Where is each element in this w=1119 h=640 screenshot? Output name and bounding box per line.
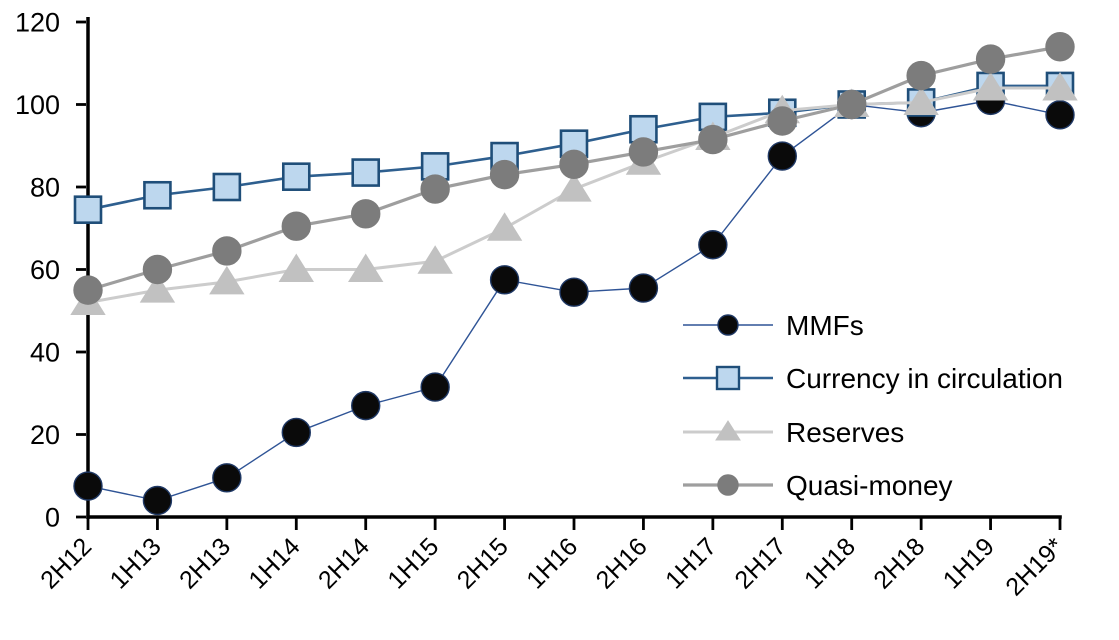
x-tick-label: 2H14 — [313, 532, 375, 594]
marker-mmfs — [281, 417, 311, 448]
legend-marker-mmfs — [717, 314, 739, 336]
y-tick-label: 60 — [30, 255, 60, 285]
marker-reserves — [486, 212, 523, 241]
marker-quasi-money — [420, 174, 450, 204]
x-tick-label: 1H15 — [382, 532, 444, 594]
legend-item-reserves: Reserves — [683, 417, 904, 448]
marker-mmfs — [212, 463, 242, 493]
legend-label-quasi-money: Quasi-money — [786, 470, 953, 501]
legend-label-currency-in-circulation: Currency in circulation — [786, 363, 1063, 394]
marker-quasi-money — [489, 159, 520, 190]
marker-mmfs — [628, 273, 659, 303]
legend-item-currency-in-circulation: Currency in circulation — [683, 363, 1063, 394]
x-tick-label: 2H12 — [35, 532, 97, 594]
x-tick-label: 2H17 — [729, 532, 791, 594]
marker-reserves — [139, 274, 176, 303]
marker-quasi-money — [628, 137, 659, 167]
marker-reserves — [972, 72, 1009, 101]
x-tick-label: 1H14 — [243, 532, 305, 594]
marker-reserves — [417, 245, 453, 274]
marker-currency-in-circulation — [281, 162, 311, 191]
marker-quasi-money — [698, 124, 728, 155]
legend-label-mmfs: MMFs — [786, 310, 864, 341]
y-tick-label: 40 — [30, 338, 60, 368]
marker-reserves — [278, 253, 314, 282]
x-tick-label: 1H19 — [938, 532, 1000, 594]
marker-quasi-money — [837, 89, 867, 120]
marker-quasi-money — [906, 60, 936, 91]
marker-quasi-money — [559, 149, 589, 180]
marker-mmfs — [559, 277, 589, 307]
marker-currency-in-circulation — [73, 195, 103, 224]
legend-marker-quasi-money — [717, 474, 739, 496]
marker-mmfs — [767, 141, 797, 171]
marker-reserves — [556, 173, 592, 202]
legend-label-reserves: Reserves — [786, 417, 904, 448]
marker-reserves — [209, 265, 245, 295]
x-tick-label: 1H13 — [105, 532, 167, 594]
y-tick-label: 120 — [15, 8, 60, 38]
legend-item-mmfs: MMFs — [683, 310, 864, 341]
marker-currency-in-circulation — [143, 180, 172, 210]
y-tick-label: 20 — [30, 420, 60, 450]
marker-quasi-money — [212, 236, 242, 266]
x-tick-label: 1H16 — [521, 532, 583, 594]
marker-reserves — [1042, 72, 1078, 101]
marker-mmfs — [420, 372, 450, 402]
x-tick-label: 1H18 — [799, 532, 861, 594]
marker-currency-in-circulation — [351, 158, 381, 187]
marker-mmfs — [73, 471, 103, 501]
marker-quasi-money — [351, 199, 381, 229]
marker-quasi-money — [767, 106, 797, 136]
marker-mmfs — [1045, 100, 1075, 130]
marker-quasi-money — [73, 275, 103, 305]
marker-mmfs — [351, 390, 381, 421]
x-tick-label: 2H19* — [1000, 532, 1069, 601]
marker-quasi-money — [1045, 32, 1075, 62]
x-tick-label: 2H15 — [452, 532, 514, 594]
marker-quasi-money — [142, 254, 173, 285]
y-tick-label: 100 — [15, 90, 60, 120]
legend-marker-reserves — [715, 420, 741, 441]
marker-reserves — [903, 86, 939, 115]
x-tick-label: 2H18 — [868, 532, 930, 594]
marker-mmfs — [142, 485, 173, 516]
marker-quasi-money — [975, 44, 1006, 74]
marker-quasi-money — [281, 211, 311, 241]
legend-marker-currency-in-circulation — [715, 365, 741, 391]
marker-currency-in-circulation — [212, 172, 242, 202]
marker-mmfs — [489, 265, 520, 295]
y-tick-label: 80 — [30, 173, 60, 203]
legend-item-quasi-money: Quasi-money — [683, 470, 953, 501]
y-tick-label: 0 — [45, 503, 60, 533]
marker-reserves — [348, 253, 384, 282]
x-tick-label: 2H13 — [174, 532, 236, 594]
x-tick-label: 1H17 — [660, 532, 722, 594]
x-tick-label: 2H16 — [591, 532, 653, 594]
marker-mmfs — [698, 230, 728, 260]
